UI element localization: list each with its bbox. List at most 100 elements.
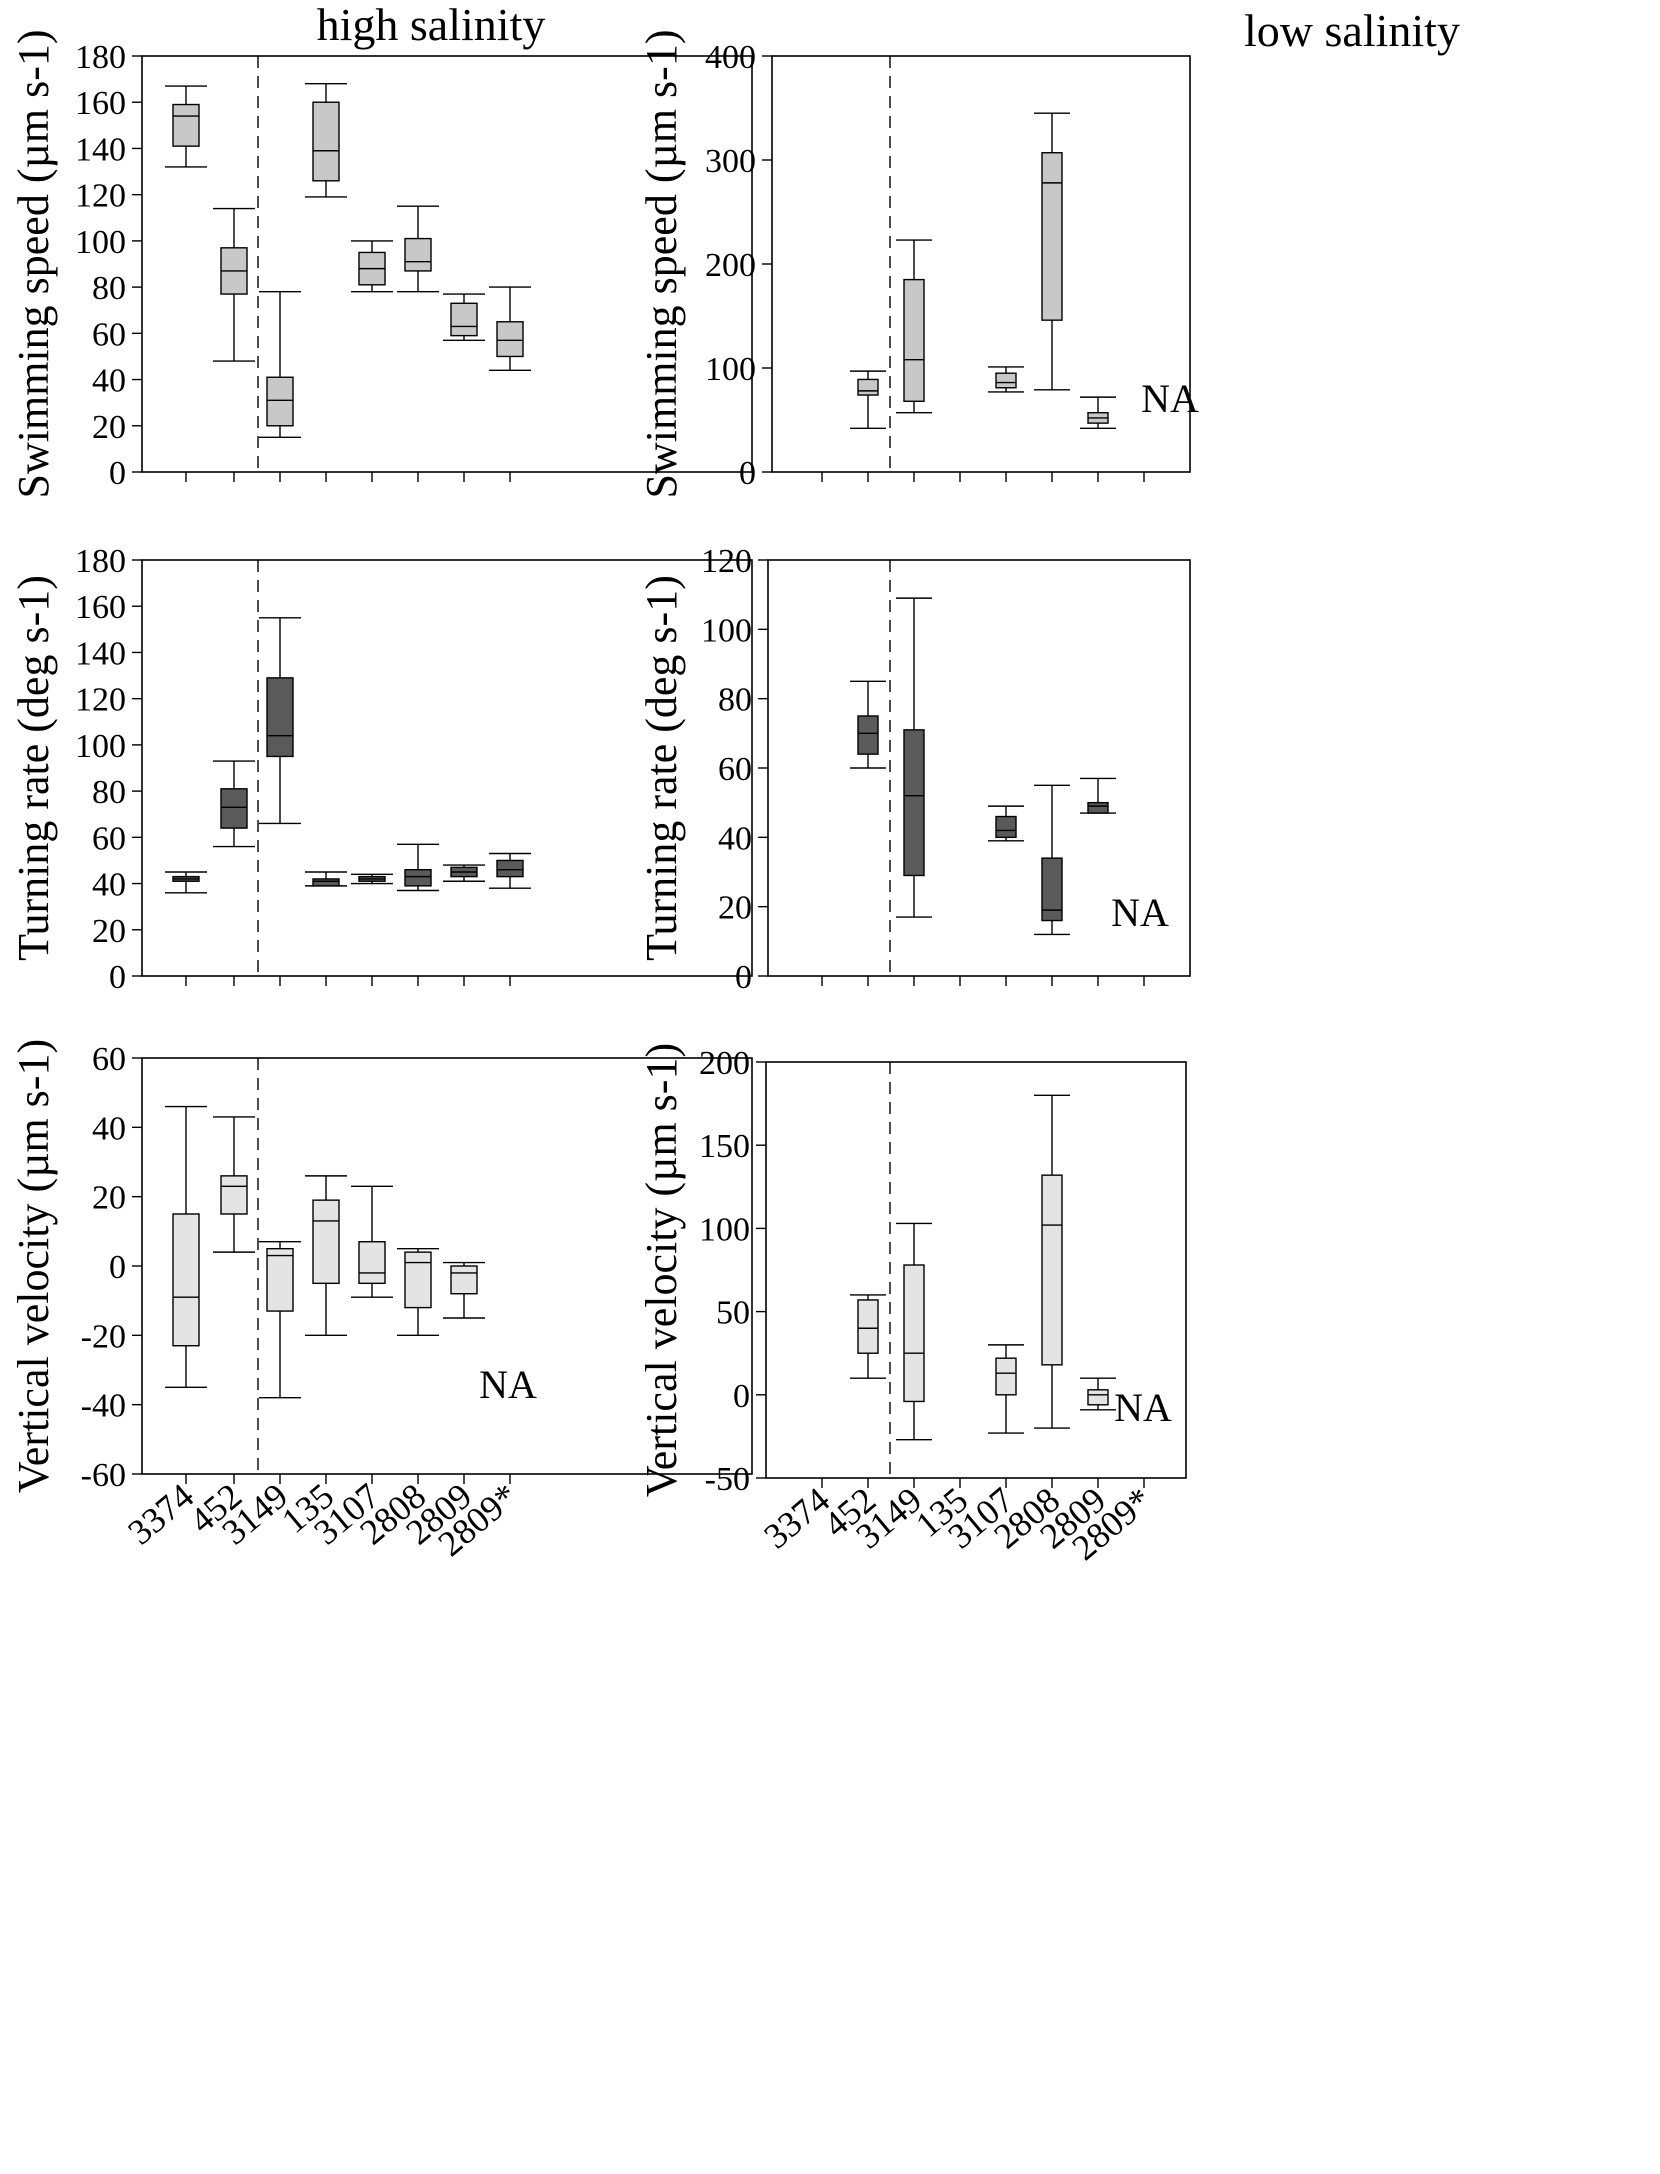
boxplot-452 bbox=[850, 680, 886, 769]
box-iqr bbox=[995, 815, 1017, 839]
y-tick-label: 100 bbox=[699, 1211, 750, 1248]
boxplot-452 bbox=[850, 370, 886, 430]
y-tick-label: 100 bbox=[75, 728, 126, 765]
boxplot-2809* bbox=[489, 286, 531, 372]
y-tick-label: 40 bbox=[718, 820, 752, 857]
boxplot-3374 bbox=[165, 85, 207, 168]
boxplot-2808 bbox=[397, 205, 439, 293]
box-iqr bbox=[995, 1357, 1017, 1396]
panel-vertical-velocity-low-salinity: -50 0 50 100 150 200 Vertical velocity (µm s-1… bbox=[637, 1043, 1187, 1568]
box-iqr bbox=[857, 715, 879, 755]
y-tick-label: 0 bbox=[109, 959, 126, 996]
box-iqr bbox=[404, 1251, 432, 1309]
box-iqr bbox=[312, 101, 340, 182]
boxplot-452 bbox=[213, 207, 255, 362]
y-tick-label: 20 bbox=[92, 409, 126, 446]
y-tick-label: 200 bbox=[705, 247, 756, 284]
boxplot-2809 bbox=[1080, 396, 1116, 430]
boxplot-3374 bbox=[165, 871, 207, 894]
na-label: NA bbox=[1111, 890, 1169, 935]
y-tick-label: 400 bbox=[705, 39, 756, 76]
panel-turning-rate-low-salinity: 0 20 40 60 80 100 120 Turning rate (deg s-1) NA bbox=[637, 543, 1191, 996]
na-label: NA bbox=[1141, 376, 1199, 421]
y-tick-label: 300 bbox=[705, 143, 756, 180]
y-tick-label: 100 bbox=[75, 224, 126, 261]
plot-frame bbox=[771, 55, 1191, 473]
y-tick-label: -40 bbox=[81, 1388, 126, 1425]
y-axis-label: Turning rate (deg s-1) bbox=[637, 575, 686, 961]
y-axis-label: Vertical velocity (µm s-1) bbox=[9, 1039, 58, 1493]
box-iqr bbox=[1041, 1174, 1063, 1366]
box-iqr bbox=[1041, 152, 1063, 321]
y-tick-label: 200 bbox=[699, 1045, 750, 1082]
box-iqr bbox=[266, 677, 294, 758]
y-axis-label: Turning rate (deg s-1) bbox=[9, 575, 58, 961]
box-iqr bbox=[1087, 1389, 1109, 1406]
y-tick-label: 60 bbox=[92, 1041, 126, 1078]
box-iqr bbox=[496, 859, 524, 878]
boxplot-3107 bbox=[988, 1344, 1024, 1434]
box-iqr bbox=[312, 878, 340, 887]
y-tick-label: 60 bbox=[718, 751, 752, 788]
boxplot-2808 bbox=[1034, 784, 1070, 936]
boxplot-3107 bbox=[988, 805, 1024, 842]
box-iqr bbox=[857, 1299, 879, 1354]
boxplot-2808 bbox=[397, 1247, 439, 1337]
y-tick-label: 0 bbox=[109, 1249, 126, 1286]
y-tick-label: 0 bbox=[739, 455, 756, 492]
y-tick-label: 180 bbox=[75, 39, 126, 76]
y-tick-label: 0 bbox=[735, 959, 752, 996]
boxplot-3149 bbox=[896, 597, 932, 918]
y-tick-label: 60 bbox=[92, 316, 126, 353]
boxplot-135 bbox=[305, 871, 347, 887]
y-tick-label: 80 bbox=[92, 774, 126, 811]
y-tick-label: 0 bbox=[733, 1378, 750, 1415]
boxplot-452 bbox=[213, 760, 255, 848]
boxplot-3107 bbox=[351, 240, 393, 293]
panel-swimming-speed-high-salinity: 0 20 40 60 80 100 120 140 160 180 Swimming speed (… bbox=[9, 30, 753, 498]
plot-frame bbox=[765, 1061, 1187, 1479]
box-iqr bbox=[496, 321, 524, 358]
boxplot-3149 bbox=[896, 1222, 932, 1441]
y-tick-label: 80 bbox=[718, 682, 752, 719]
boxplot-3149 bbox=[259, 1241, 301, 1399]
y-tick-label: 40 bbox=[92, 1110, 126, 1147]
boxplot-2809 bbox=[443, 1261, 485, 1319]
box-iqr bbox=[1041, 857, 1063, 922]
boxplot-3107 bbox=[351, 873, 393, 885]
y-tick-label: 150 bbox=[699, 1128, 750, 1165]
y-axis-label: Swimming speed (µm s-1) bbox=[637, 30, 686, 499]
y-tick-label: 120 bbox=[75, 682, 126, 719]
y-tick-label: -60 bbox=[81, 1457, 126, 1494]
box-iqr bbox=[903, 729, 925, 877]
box-iqr bbox=[220, 788, 248, 829]
boxplot-2809 bbox=[443, 293, 485, 341]
box-iqr bbox=[220, 1175, 248, 1215]
y-tick-label: 100 bbox=[705, 351, 756, 388]
boxplot-3107 bbox=[988, 366, 1024, 393]
y-tick-label: 140 bbox=[75, 131, 126, 168]
boxplot-2809 bbox=[443, 864, 485, 882]
y-tick-label: 180 bbox=[75, 543, 126, 580]
boxplot-3149 bbox=[259, 291, 301, 439]
y-tick-label: -20 bbox=[81, 1318, 126, 1355]
boxplot-3107 bbox=[351, 1185, 393, 1298]
y-tick-label: 40 bbox=[92, 867, 126, 904]
box-iqr bbox=[1087, 801, 1109, 814]
plot-frame bbox=[141, 559, 753, 977]
box-iqr bbox=[312, 1199, 340, 1285]
y-tick-label: 120 bbox=[75, 178, 126, 215]
y-tick-label: 80 bbox=[92, 270, 126, 307]
box-iqr bbox=[358, 1241, 386, 1285]
boxplot-2808 bbox=[397, 843, 439, 892]
y-tick-label: 40 bbox=[92, 363, 126, 400]
y-tick-label: 100 bbox=[701, 612, 752, 649]
na-label: NA bbox=[479, 1362, 537, 1407]
y-tick-label: -50 bbox=[705, 1461, 750, 1498]
y-tick-label: 160 bbox=[75, 589, 126, 626]
box-iqr bbox=[903, 278, 925, 402]
boxplot-135 bbox=[305, 1175, 347, 1337]
y-tick-label: 140 bbox=[75, 635, 126, 672]
box-iqr bbox=[266, 1247, 294, 1312]
boxplot-2809* bbox=[489, 852, 531, 889]
